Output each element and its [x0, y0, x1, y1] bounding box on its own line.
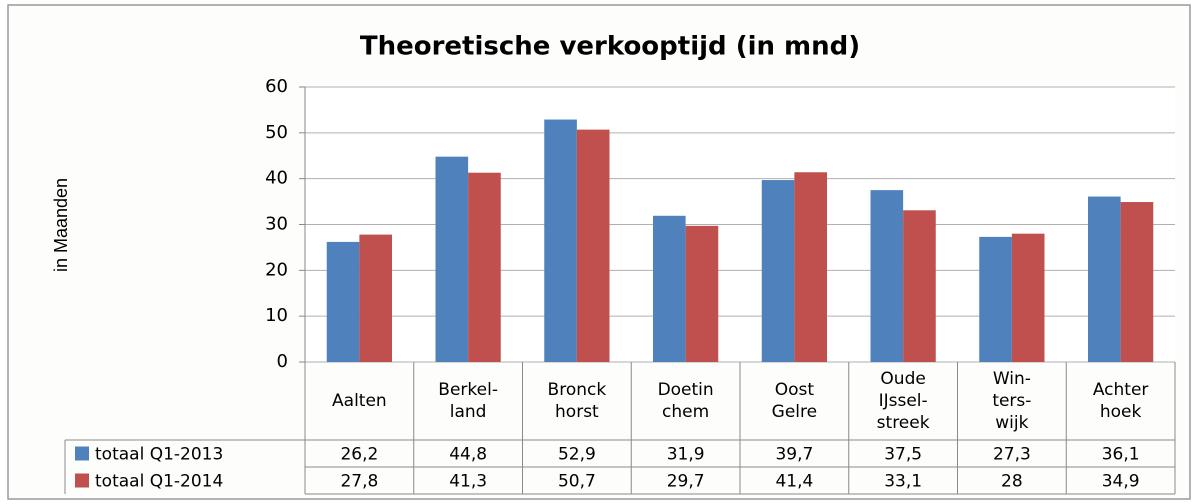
data-table-value: 44,8 [449, 445, 487, 465]
bar [576, 129, 610, 362]
bar [870, 190, 904, 362]
data-table-value: 31,9 [667, 445, 705, 465]
x-tick-label: Oost Gelre [771, 380, 818, 422]
x-tick-label: Berkel- land [438, 380, 498, 422]
bar [1011, 233, 1045, 362]
y-axis-label: in Maanden [51, 178, 71, 272]
legend-label: totaal Q1-2013 [95, 445, 223, 465]
y-tick-label: 50 [265, 122, 288, 143]
bar [794, 172, 827, 362]
y-tick-label: 30 [265, 214, 288, 235]
category-cell: Win- ters- wijk [992, 369, 1032, 433]
bar [435, 156, 469, 362]
data-table-value: 52,9 [558, 445, 596, 465]
x-tick-label: Doetin chem [657, 380, 714, 422]
data-table-value: 27,8 [340, 472, 378, 492]
y-tick-label: 20 [265, 259, 288, 280]
data-table-value: 41,3 [449, 472, 487, 492]
y-tick-label: 40 [265, 168, 288, 189]
data-table-value: 50,7 [558, 472, 596, 492]
data-table-value: 39,7 [775, 445, 813, 465]
x-tick-label: Win- ters- wijk [992, 369, 1032, 433]
bar [761, 180, 795, 362]
legend-label: totaal Q1-2014 [95, 472, 223, 492]
data-table-value: 29,7 [667, 472, 705, 492]
bar [979, 236, 1012, 362]
data-table-value: 37,5 [884, 445, 922, 465]
category-cell: Oude IJssel- streek [876, 369, 930, 433]
data-table-value: 27,3 [993, 445, 1031, 465]
category-cell: Bronck horst [547, 380, 607, 422]
data-table-value: 34,9 [1102, 472, 1140, 492]
bar [326, 241, 360, 362]
y-tick-label: 10 [265, 305, 288, 326]
data-table-value: 26,2 [340, 445, 378, 465]
x-tick-label: Oude IJssel- streek [876, 369, 930, 433]
bar [468, 172, 501, 362]
bar [903, 210, 936, 362]
y-tick-label: 0 [277, 351, 288, 372]
legend-swatch [75, 446, 89, 461]
bar [685, 225, 719, 362]
category-cell: Berkel- land [438, 380, 498, 422]
legend-swatch [75, 473, 89, 488]
bar [544, 119, 577, 363]
data-table-value: 36,1 [1102, 445, 1140, 465]
category-cell: Aalten [332, 391, 387, 411]
x-tick-label: Aalten [332, 391, 387, 411]
data-table-value: 28 [1001, 472, 1023, 492]
x-tick-label: Bronck horst [547, 380, 607, 422]
bar [1088, 196, 1121, 362]
chart-title: Theoretische verkooptijd (in mnd) [360, 32, 860, 62]
bar [359, 234, 392, 362]
category-cell: Doetin chem [657, 380, 714, 422]
bar [1120, 202, 1154, 362]
x-tick-label: Achter hoek [1092, 380, 1149, 422]
data-table-value: 33,1 [884, 472, 922, 492]
category-cell: Oost Gelre [771, 380, 818, 422]
data-table-value: 41,4 [775, 472, 813, 492]
category-cell: Achter hoek [1092, 380, 1149, 422]
bar [653, 215, 686, 362]
y-tick-label: 60 [265, 76, 288, 97]
